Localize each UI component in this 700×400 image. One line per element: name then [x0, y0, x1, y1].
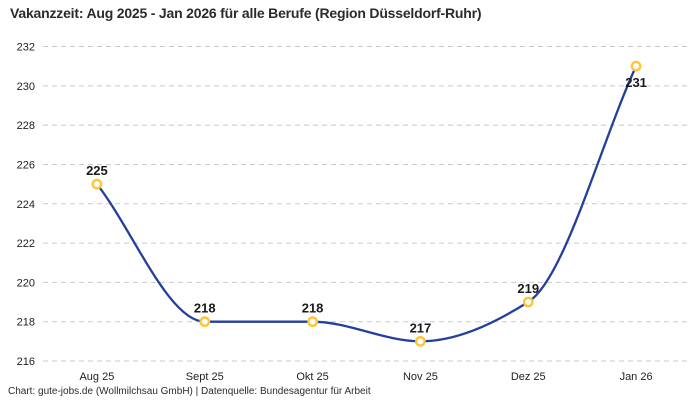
x-tick-label: Dez 25: [511, 371, 546, 383]
y-tick-label: 222: [17, 238, 35, 250]
x-tick-label: Aug 25: [79, 371, 114, 383]
data-point-label: 219: [517, 281, 539, 296]
y-tick-label: 228: [17, 120, 35, 132]
data-point-marker[interactable]: [307, 316, 318, 328]
chart-source-note: Chart: gute-jobs.de (Wollmilchsau GmbH) …: [8, 386, 371, 397]
data-point-marker[interactable]: [522, 296, 534, 308]
data-point-marker[interactable]: [91, 178, 103, 190]
data-point-label: 218: [302, 301, 324, 316]
y-tick-label: 232: [17, 42, 35, 54]
x-tick-label: Jan 26: [620, 371, 653, 383]
y-tick-label: 230: [17, 81, 35, 93]
data-point-label: 217: [410, 320, 432, 335]
line-series: [95, 65, 638, 343]
data-point-marker[interactable]: [415, 335, 426, 347]
data-point-label: 218: [194, 301, 216, 316]
data-point-label: 225: [86, 163, 108, 178]
x-tick-label: Nov 25: [403, 371, 438, 383]
y-tick-label: 224: [17, 199, 35, 211]
data-point-marker[interactable]: [630, 60, 642, 72]
x-tick-label: Okt 25: [296, 371, 328, 383]
y-tick-label: 220: [17, 277, 35, 289]
y-tick-label: 226: [17, 159, 35, 171]
y-tick-label: 218: [17, 317, 35, 329]
data-point-marker[interactable]: [199, 316, 211, 328]
x-tick-label: Sept 25: [186, 371, 224, 383]
y-tick-label: 216: [17, 356, 35, 368]
chart-title: Vakanzzeit: Aug 2025 - Jan 2026 für alle…: [10, 5, 482, 21]
data-point-label: 231: [625, 75, 647, 90]
